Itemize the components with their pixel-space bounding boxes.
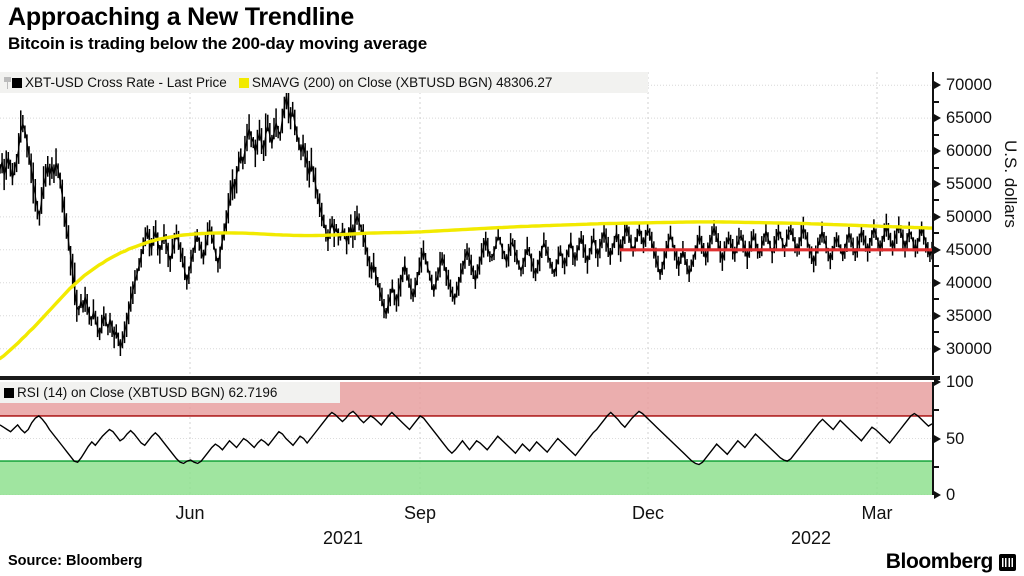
axis-minor-tick bbox=[934, 298, 939, 301]
rsi-color-swatch bbox=[4, 387, 14, 398]
axis-tick-arrow bbox=[934, 114, 941, 123]
brand-text: Bloomberg bbox=[885, 550, 994, 573]
rsi-tick-label: 100 bbox=[946, 372, 974, 391]
axis-tick-arrow bbox=[934, 212, 941, 221]
rsi-y-axis: 0 50 100 bbox=[932, 374, 1024, 503]
price-chart-panel: XBT-USD Cross Rate - Last Price SMAVG (2… bbox=[0, 72, 932, 375]
axis-tick-arrow bbox=[934, 434, 941, 443]
page-subtitle: Bitcoin is trading below the 200-day mov… bbox=[8, 34, 428, 53]
y-tick-label: 55000 bbox=[946, 174, 992, 193]
axis-tick-arrow bbox=[934, 378, 941, 386]
bloomberg-brand: Bloomberg bbox=[886, 550, 1016, 574]
price-legend: XBT-USD Cross Rate - Last Price SMAVG (2… bbox=[0, 72, 648, 93]
rsi-chart-panel: RSI (14) on Close (XBTUSD BGN) 62.7196 bbox=[0, 382, 932, 495]
x-tick-label: Dec bbox=[631, 503, 665, 523]
x-tick-label: Sep bbox=[403, 503, 437, 523]
rsi-series-label: RSI (14) on Close (XBTUSD BGN) 62.7196 bbox=[17, 385, 278, 400]
rsi-line bbox=[0, 410, 932, 466]
price-bars bbox=[0, 82, 932, 356]
axis-minor-tick bbox=[934, 331, 939, 334]
axis-minor-tick bbox=[934, 100, 939, 103]
source-note: Source: Bloomberg bbox=[8, 553, 143, 569]
pin-icon bbox=[4, 76, 11, 89]
axis-minor-tick bbox=[934, 199, 939, 202]
price-series-label: XBT-USD Cross Rate - Last Price bbox=[25, 75, 227, 90]
price-axis-spine bbox=[932, 72, 934, 375]
y-axis-title: U.S. dollars bbox=[1001, 140, 1020, 228]
x-tick-label: Mar bbox=[861, 503, 893, 523]
axis-minor-tick bbox=[934, 265, 939, 268]
axis-tick-arrow bbox=[934, 81, 941, 90]
axis-minor-tick bbox=[934, 465, 939, 468]
rsi-tick-label: 50 bbox=[946, 429, 965, 448]
series-color-swatch bbox=[12, 77, 22, 88]
ma-color-swatch bbox=[238, 77, 249, 88]
moving-average-line bbox=[0, 220, 932, 361]
rsi-legend: RSI (14) on Close (XBTUSD BGN) 62.7196 bbox=[0, 382, 340, 403]
price-y-axis: 30000 35000 40000 45000 50000 55000 60000 65000… bbox=[932, 72, 1024, 375]
axis-tick-arrow bbox=[934, 344, 941, 353]
bloomberg-logo-icon bbox=[999, 553, 1016, 571]
page-title: Approaching a New Trendline bbox=[8, 3, 355, 31]
y-tick-label: 40000 bbox=[946, 273, 992, 292]
axis-tick-arrow bbox=[934, 491, 941, 499]
y-tick-label: 30000 bbox=[946, 339, 992, 358]
axis-minor-tick bbox=[934, 409, 939, 412]
axis-tick-arrow bbox=[934, 278, 941, 287]
axis-tick-arrow bbox=[934, 147, 941, 156]
title-block: Approaching a New Trendline Bitcoin is t… bbox=[8, 2, 1008, 55]
axis-tick-arrow bbox=[934, 311, 941, 320]
x-year-label: 2022 bbox=[790, 528, 832, 548]
ma-series-label: SMAVG (200) on Close (XBTUSD BGN) 48306.… bbox=[251, 75, 553, 90]
rsi-axis-spine bbox=[932, 382, 934, 495]
x-axis-labels: Jun Sep Dec Mar bbox=[0, 503, 932, 527]
price-plot bbox=[0, 72, 932, 375]
y-tick-label: 50000 bbox=[946, 207, 992, 226]
axis-minor-tick bbox=[934, 133, 939, 136]
price-close-line bbox=[0, 95, 932, 351]
rsi-tick-label: 0 bbox=[946, 485, 956, 504]
y-tick-label: 35000 bbox=[946, 306, 992, 325]
axis-tick-arrow bbox=[934, 245, 941, 254]
x-axis-year-labels: 2021 2022 bbox=[0, 528, 932, 552]
y-tick-label: 45000 bbox=[946, 240, 992, 259]
y-tick-label: 60000 bbox=[946, 141, 992, 160]
x-tick-label: Jun bbox=[175, 503, 205, 523]
axis-minor-tick bbox=[934, 232, 939, 235]
axis-tick-arrow bbox=[934, 179, 941, 188]
x-year-label: 2021 bbox=[322, 528, 364, 548]
axis-minor-tick bbox=[934, 166, 939, 169]
panel-divider bbox=[0, 376, 940, 380]
rsi-oversold-fill bbox=[0, 461, 932, 495]
y-tick-label: 70000 bbox=[946, 75, 992, 94]
y-tick-label: 65000 bbox=[946, 108, 992, 127]
